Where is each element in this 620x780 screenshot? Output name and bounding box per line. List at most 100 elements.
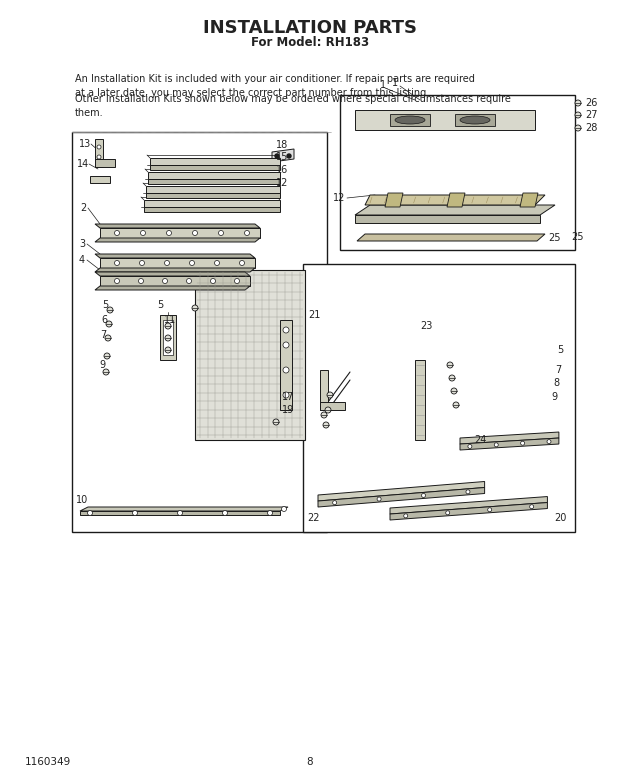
Polygon shape — [160, 315, 176, 360]
Polygon shape — [460, 432, 559, 444]
Circle shape — [167, 231, 172, 236]
Circle shape — [97, 145, 101, 149]
Text: 3: 3 — [79, 239, 85, 249]
Polygon shape — [146, 186, 280, 193]
Polygon shape — [100, 276, 250, 286]
Circle shape — [494, 443, 498, 447]
Circle shape — [234, 278, 239, 283]
Circle shape — [223, 510, 228, 516]
Text: An Installation Kit is included with your air conditioner. If repair parts are r: An Installation Kit is included with you… — [75, 74, 475, 98]
Text: 9: 9 — [99, 360, 105, 370]
Text: 12: 12 — [276, 178, 288, 188]
Text: 16: 16 — [276, 165, 288, 175]
Polygon shape — [100, 258, 255, 268]
Text: 25: 25 — [548, 233, 560, 243]
Text: 23: 23 — [420, 321, 432, 331]
Circle shape — [267, 510, 273, 516]
Circle shape — [162, 278, 167, 283]
Circle shape — [138, 278, 143, 283]
Polygon shape — [148, 172, 280, 179]
Bar — [340, 95, 575, 250]
Text: 13: 13 — [79, 139, 91, 149]
Text: 11: 11 — [164, 315, 176, 325]
Ellipse shape — [395, 116, 425, 124]
Circle shape — [177, 510, 182, 516]
Text: 5: 5 — [157, 300, 163, 310]
Circle shape — [104, 353, 110, 359]
Circle shape — [115, 261, 120, 265]
Circle shape — [97, 155, 101, 159]
Polygon shape — [365, 195, 545, 205]
Polygon shape — [460, 438, 559, 450]
Polygon shape — [385, 193, 403, 207]
Circle shape — [283, 367, 289, 373]
Text: 18: 18 — [276, 140, 288, 150]
Text: Other Installation Kits shown below may be ordered where special circumstances r: Other Installation Kits shown below may … — [75, 94, 511, 118]
Text: 20: 20 — [554, 513, 566, 523]
Text: 22: 22 — [308, 513, 321, 523]
Text: 19: 19 — [282, 405, 294, 415]
Circle shape — [575, 125, 581, 131]
Text: 21: 21 — [308, 310, 320, 320]
Polygon shape — [95, 159, 115, 167]
Polygon shape — [90, 176, 110, 183]
Bar — [72, 132, 327, 532]
Text: 26: 26 — [585, 98, 598, 108]
Polygon shape — [95, 268, 255, 272]
Polygon shape — [415, 360, 425, 440]
Circle shape — [165, 335, 171, 341]
Circle shape — [140, 261, 144, 265]
Polygon shape — [144, 207, 280, 212]
Polygon shape — [95, 238, 260, 242]
Text: 6: 6 — [101, 315, 107, 325]
Circle shape — [575, 100, 581, 106]
Polygon shape — [320, 402, 345, 410]
Circle shape — [404, 514, 408, 518]
Polygon shape — [355, 205, 555, 215]
Circle shape — [244, 231, 249, 236]
Text: INSTALLATION PARTS: INSTALLATION PARTS — [203, 19, 417, 37]
Circle shape — [283, 342, 289, 348]
Bar — [195, 270, 305, 440]
Polygon shape — [95, 139, 103, 167]
Circle shape — [451, 388, 457, 394]
Polygon shape — [357, 234, 545, 241]
Polygon shape — [146, 193, 280, 198]
Circle shape — [281, 506, 286, 512]
Text: 28: 28 — [585, 123, 598, 133]
Ellipse shape — [460, 116, 490, 124]
Circle shape — [239, 261, 244, 265]
Circle shape — [446, 511, 450, 515]
Polygon shape — [150, 165, 280, 170]
Circle shape — [287, 154, 291, 158]
Polygon shape — [280, 320, 292, 410]
Circle shape — [521, 441, 525, 445]
Circle shape — [453, 402, 459, 408]
Circle shape — [466, 490, 470, 494]
Text: 1160349: 1160349 — [25, 757, 71, 767]
Text: 17: 17 — [282, 392, 294, 402]
Polygon shape — [144, 200, 280, 207]
Text: 5: 5 — [102, 300, 108, 310]
Text: 1: 1 — [380, 80, 386, 90]
Text: 7: 7 — [555, 365, 561, 375]
Circle shape — [325, 407, 331, 413]
Circle shape — [106, 321, 112, 327]
Bar — [303, 264, 575, 532]
Text: 1: 1 — [392, 78, 398, 88]
Polygon shape — [320, 370, 328, 410]
Circle shape — [547, 440, 551, 444]
Circle shape — [283, 327, 289, 333]
Polygon shape — [95, 286, 250, 290]
Polygon shape — [390, 502, 547, 520]
Circle shape — [488, 508, 492, 512]
Circle shape — [141, 231, 146, 236]
Circle shape — [273, 419, 279, 425]
Circle shape — [377, 497, 381, 501]
Polygon shape — [148, 179, 280, 184]
Circle shape — [422, 494, 425, 498]
Text: 15: 15 — [276, 152, 288, 162]
Polygon shape — [447, 193, 465, 207]
Circle shape — [283, 392, 289, 398]
Circle shape — [87, 510, 92, 516]
